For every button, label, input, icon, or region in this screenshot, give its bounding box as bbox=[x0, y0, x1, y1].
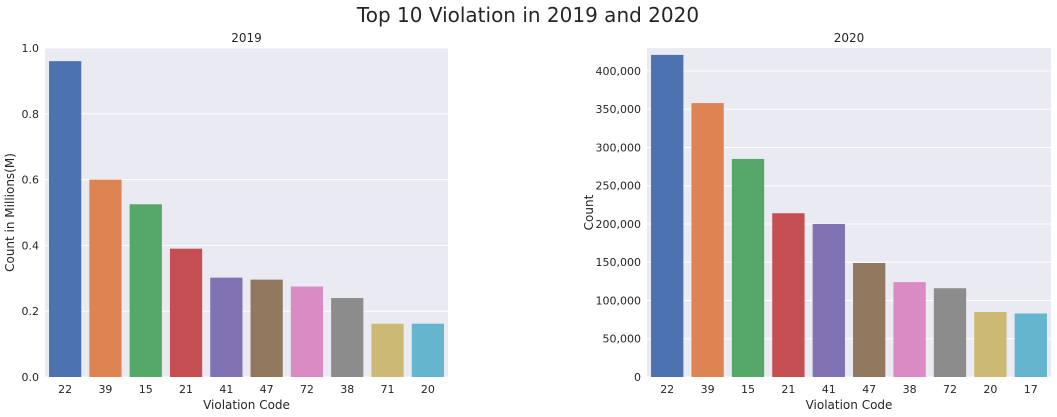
bar-17 bbox=[1014, 313, 1047, 377]
y-tick-label: 350,000 bbox=[596, 103, 642, 116]
x-tick-label: 15 bbox=[139, 383, 153, 396]
chart-title: 2020 bbox=[834, 31, 865, 45]
chart-2020: 0 50,000 100,000 150,000 200,000 250,000 300,0… bbox=[582, 31, 1051, 412]
y-tick-label: 50,000 bbox=[603, 333, 642, 346]
bar-22 bbox=[651, 54, 684, 377]
x-tick-label: 72 bbox=[943, 383, 957, 396]
bar-41 bbox=[812, 223, 845, 377]
x-tick-label: 47 bbox=[260, 383, 274, 396]
y-tick-label: 0.0 bbox=[22, 371, 40, 384]
x-tick-label: 72 bbox=[300, 383, 314, 396]
y-tick-label: 250,000 bbox=[596, 180, 642, 193]
figure-title: Top 10 Violation in 2019 and 2020 bbox=[356, 3, 699, 27]
y-axis-label: Count in Millions(M) bbox=[3, 153, 17, 272]
y-tick-label: 1.0 bbox=[22, 42, 40, 55]
y-tick-label: 0.6 bbox=[22, 174, 40, 187]
bar-21 bbox=[169, 248, 203, 377]
x-tick-label: 20 bbox=[983, 383, 997, 396]
bar-47 bbox=[853, 262, 886, 377]
bar-71 bbox=[371, 323, 404, 377]
bar-39 bbox=[89, 179, 122, 377]
y-axis-label: Count bbox=[582, 194, 596, 230]
x-tick-label: 38 bbox=[903, 383, 917, 396]
charts-container: 0.00.20.40.60.81.022 39 15 21 41 47 72 38 71 2020… bbox=[3, 31, 1051, 412]
y-tick-label: 0.8 bbox=[22, 108, 40, 121]
chart-title: 2019 bbox=[231, 31, 262, 45]
x-tick-label: 39 bbox=[701, 383, 715, 396]
bar-15 bbox=[731, 158, 765, 377]
y-tick-label: 200,000 bbox=[596, 218, 642, 231]
bar-39 bbox=[691, 103, 724, 377]
x-tick-label: 71 bbox=[381, 383, 395, 396]
bar-21 bbox=[772, 213, 805, 377]
x-tick-label: 39 bbox=[98, 383, 112, 396]
bar-72 bbox=[933, 288, 967, 377]
x-tick-label: 47 bbox=[862, 383, 876, 396]
bar-20 bbox=[974, 311, 1007, 377]
bar-38 bbox=[331, 298, 364, 377]
x-axis-label: Violation Code bbox=[806, 398, 893, 412]
bar-47 bbox=[250, 279, 283, 377]
x-tick-label: 21 bbox=[781, 383, 795, 396]
x-tick-label: 22 bbox=[58, 383, 72, 396]
y-tick-label: 150,000 bbox=[596, 256, 642, 269]
y-tick-label: 0.4 bbox=[22, 239, 40, 252]
x-tick-label: 21 bbox=[179, 383, 193, 396]
x-tick-label: 17 bbox=[1024, 383, 1038, 396]
x-tick-label: 20 bbox=[421, 383, 435, 396]
bar-41 bbox=[210, 277, 243, 377]
bar-15 bbox=[129, 204, 162, 377]
bar-20 bbox=[411, 323, 444, 377]
x-tick-label: 41 bbox=[822, 383, 836, 396]
y-tick-label: 400,000 bbox=[596, 65, 642, 78]
y-tick-label: 300,000 bbox=[596, 141, 642, 154]
y-tick-label: 0 bbox=[634, 371, 641, 384]
bar-38 bbox=[893, 282, 926, 377]
x-tick-label: 38 bbox=[340, 383, 354, 396]
y-tick-label: 0.2 bbox=[22, 305, 40, 318]
bar-72 bbox=[290, 286, 324, 377]
x-axis-label: Violation Code bbox=[203, 398, 290, 412]
bar-22 bbox=[49, 61, 82, 377]
x-tick-label: 15 bbox=[741, 383, 755, 396]
chart-2019: 0.0 0.2 0.4 0.6 0.8 1.0 22 39 15 21 41 47 72 38 71 20 20… bbox=[3, 31, 448, 412]
x-tick-label: 22 bbox=[660, 383, 674, 396]
x-tick-label: 41 bbox=[219, 383, 233, 396]
y-tick-label: 100,000 bbox=[596, 294, 642, 307]
